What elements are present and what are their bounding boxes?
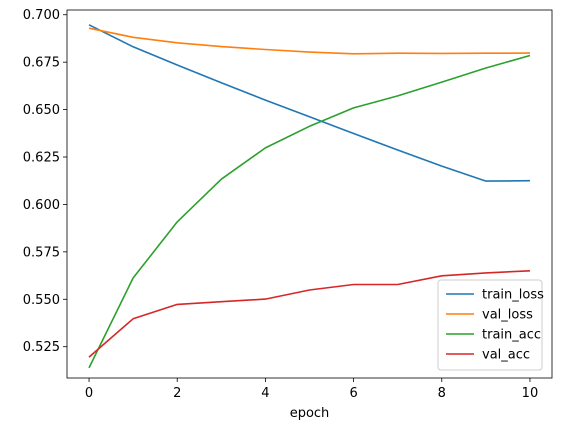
x-axis-ticks: 0 2 4 6 8 10 <box>85 378 538 401</box>
legend-label-train_loss: train_loss <box>482 288 544 303</box>
y-tick-label: 0.575 <box>23 245 60 260</box>
legend: train_loss val_loss train_acc val_acc <box>437 279 544 371</box>
y-axis-ticks: 0.525 0.550 0.575 0.600 0.625 0.650 0.675 0.700 <box>23 8 67 355</box>
legend-label-val_acc: val_acc <box>482 348 530 363</box>
legend-box <box>437 279 543 371</box>
legend-label-train_acc: train_acc <box>482 328 541 343</box>
y-tick-label: 0.600 <box>23 198 60 213</box>
plot-area-border <box>66 9 553 379</box>
y-tick-label: 0.525 <box>23 340 60 355</box>
y-tick-label: 0.550 <box>23 293 60 308</box>
x-tick-label: 2 <box>173 386 181 401</box>
y-tick-label: 0.700 <box>23 8 60 23</box>
x-tick-label: 0 <box>85 386 93 401</box>
axes-frame <box>66 9 553 379</box>
series-line-val_loss <box>88 27 531 55</box>
series-lines <box>88 24 531 369</box>
x-tick-label: 6 <box>349 386 357 401</box>
series-line-train_acc <box>88 54 531 369</box>
x-tick-label: 4 <box>261 386 269 401</box>
x-axis-label: epoch <box>290 406 330 421</box>
x-tick-label: 8 <box>438 386 446 401</box>
y-tick-label: 0.675 <box>23 56 60 71</box>
y-tick-label: 0.650 <box>23 103 60 118</box>
series-line-val_acc <box>88 270 531 358</box>
series-line-train_loss <box>88 24 531 182</box>
legend-label-val_loss: val_loss <box>482 308 533 323</box>
y-tick-label: 0.625 <box>23 151 60 166</box>
x-tick-label: 10 <box>522 386 539 401</box>
